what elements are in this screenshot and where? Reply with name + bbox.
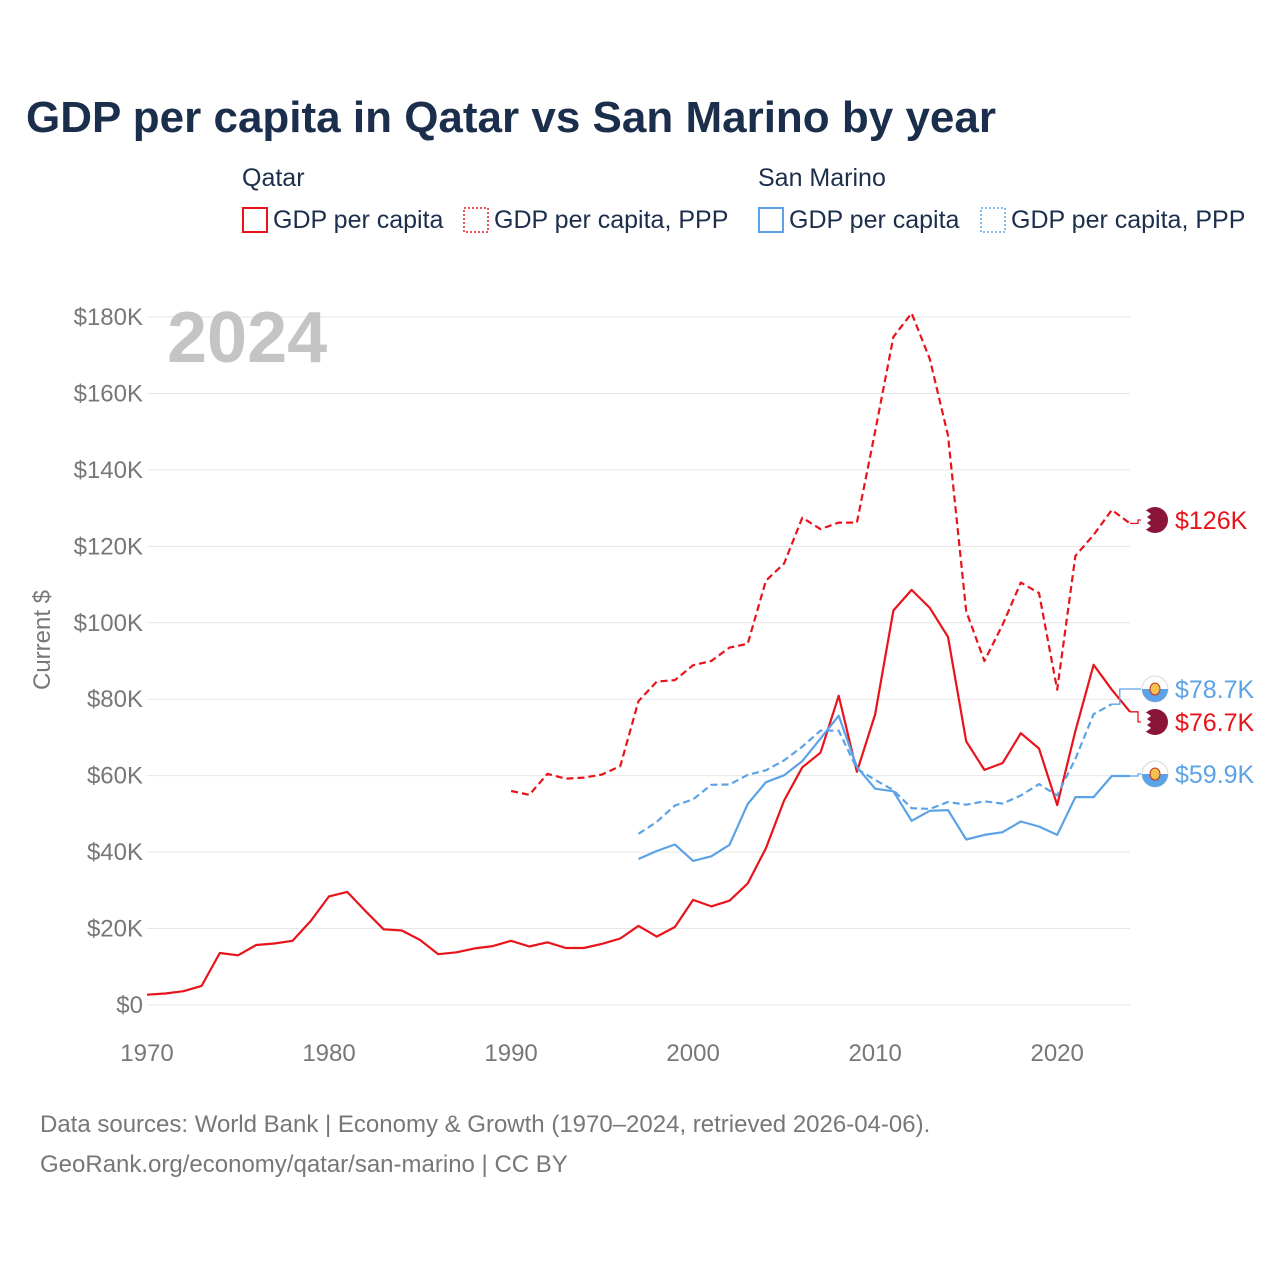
end-labels: $76.7K $126K $59.9K $78.7K	[1111, 507, 1255, 789]
y-axis-title: Current $	[29, 590, 56, 690]
gridlines	[147, 316, 1130, 1006]
san-marino-flag-icon	[1141, 675, 1169, 703]
legend-label-sm-ppp: GDP per capita, PPP	[1011, 206, 1245, 234]
source-line-2: GeoRank.org/economy/qatar/san-marino | C…	[40, 1151, 568, 1178]
x-tick-label: 1970	[120, 1040, 173, 1067]
chart-title: GDP per capita in Qatar vs San Marino by…	[26, 93, 996, 142]
x-tick-label: 2000	[666, 1040, 719, 1067]
y-tick-label: $80K	[87, 686, 143, 713]
qatar-flag-icon	[1142, 507, 1168, 533]
y-tick-label: $60K	[87, 763, 143, 790]
y-tick-label: $160K	[74, 380, 143, 407]
series-line-qatar_gdp	[146, 588, 1131, 996]
series-line-sm_ppp	[637, 703, 1113, 835]
legend-label-qatar-gdp: GDP per capita	[273, 206, 444, 234]
legend-group-qatar: Qatar	[242, 164, 305, 192]
end-label-qatar_ppp: $126K	[1175, 507, 1248, 535]
y-axis: $0 $20K $40K $60K $80K $100K $120K $140K $160K $1…	[74, 304, 143, 1019]
x-tick-label: 1980	[302, 1040, 355, 1067]
y-tick-label: $120K	[74, 533, 143, 560]
x-tick-label: 1990	[484, 1040, 537, 1067]
end-connector-sm_ppp	[1111, 688, 1141, 705]
san-marino-flag-icon	[1141, 760, 1169, 788]
y-tick-label: $20K	[87, 916, 143, 943]
end-connector-qatar_gdp	[1130, 711, 1141, 723]
x-tick-label: 2010	[848, 1040, 901, 1067]
y-tick-label: $180K	[74, 304, 143, 331]
end-connector-qatar_ppp	[1130, 519, 1141, 525]
y-tick-label: $0	[116, 992, 143, 1019]
legend-swatch-sm-gdp	[758, 207, 784, 233]
y-tick-label: $40K	[87, 839, 143, 866]
source-line-1: Data sources: World Bank | Economy & Gro…	[40, 1111, 930, 1138]
legend-label-qatar-ppp: GDP per capita, PPP	[494, 206, 728, 234]
end-label-qatar_gdp: $76.7K	[1175, 709, 1255, 737]
legend-swatch-qatar-ppp	[463, 207, 489, 233]
legend-label-sm-gdp: GDP per capita	[789, 206, 960, 234]
y-tick-label: $140K	[74, 457, 143, 484]
legend-swatch-qatar-gdp	[242, 207, 268, 233]
legend: Qatar San Marino GDP per capita GDP per …	[242, 164, 1245, 234]
series-line-qatar_ppp	[510, 312, 1131, 796]
background-year: 2024	[167, 298, 327, 378]
series-line-sm_gdp	[638, 714, 1130, 862]
qatar-flag-icon	[1142, 709, 1168, 735]
end-label-sm_ppp: $78.7K	[1175, 676, 1255, 704]
x-axis: 1970 1980 1990 2000 2010 2020	[120, 1040, 1084, 1067]
end-label-sm_gdp: $59.9K	[1175, 761, 1255, 789]
x-tick-label: 2020	[1030, 1040, 1083, 1067]
legend-swatch-sm-ppp	[980, 207, 1006, 233]
series-lines	[146, 312, 1131, 996]
legend-group-san-marino: San Marino	[758, 164, 886, 192]
y-tick-label: $100K	[74, 610, 143, 637]
end-connector-sm_gdp	[1130, 773, 1141, 777]
